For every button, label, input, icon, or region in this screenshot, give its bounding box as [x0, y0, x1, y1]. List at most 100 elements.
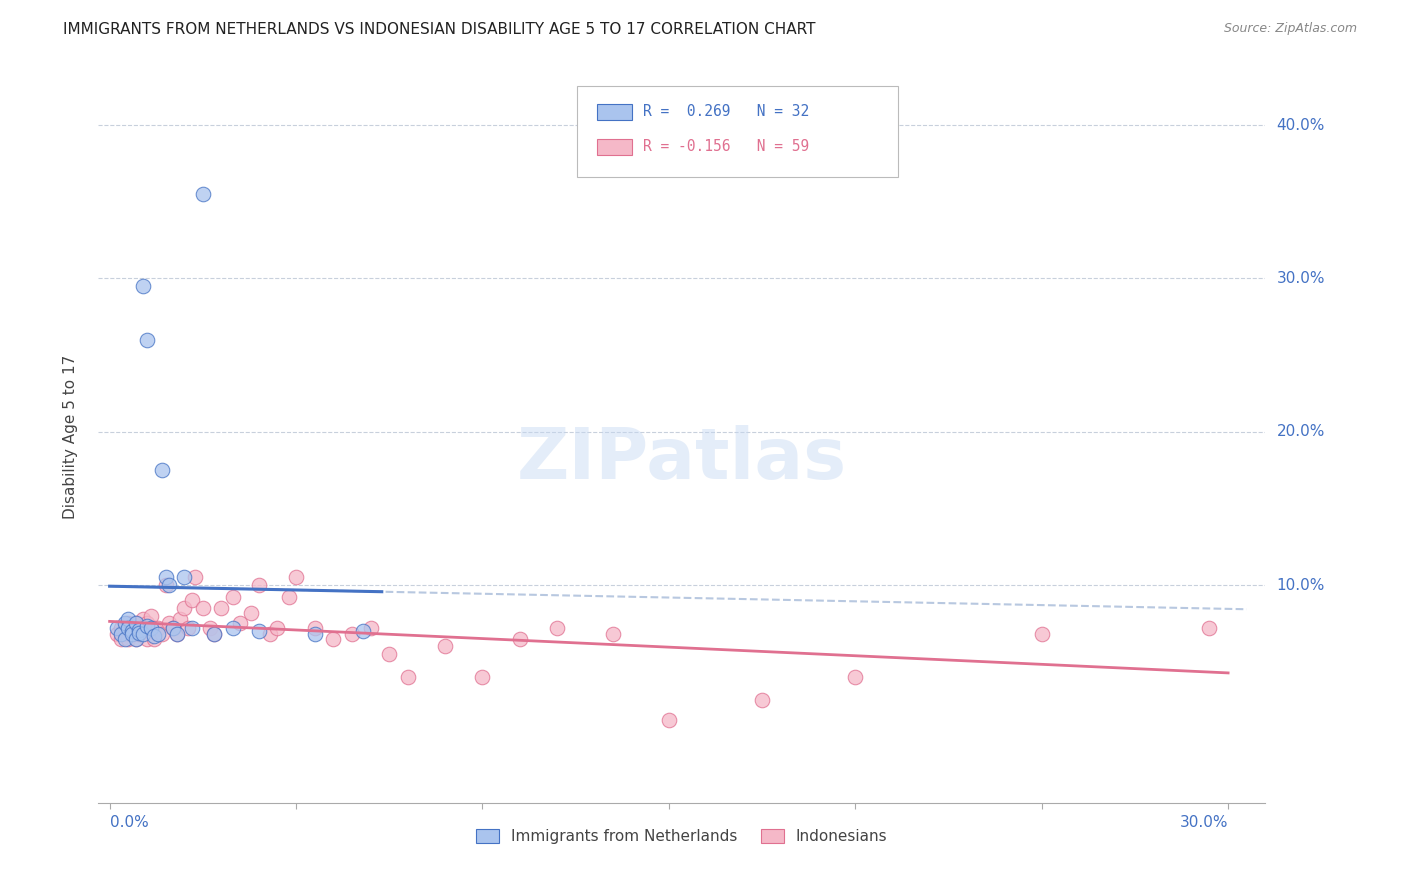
Y-axis label: Disability Age 5 to 17: Disability Age 5 to 17: [63, 355, 77, 519]
Point: [266, 621, 288, 635]
Point: [157, 616, 180, 631]
Text: 40.0%: 40.0%: [1277, 118, 1324, 133]
Point: [191, 187, 214, 202]
Point: [304, 627, 326, 641]
Point: [285, 570, 308, 584]
Point: [1198, 621, 1220, 635]
Point: [221, 591, 243, 605]
Point: [132, 621, 155, 635]
Point: [360, 621, 382, 635]
Point: [146, 627, 169, 641]
Point: [173, 601, 195, 615]
Point: [125, 616, 148, 631]
Point: [121, 621, 143, 635]
Point: [110, 632, 132, 646]
Point: [180, 621, 202, 635]
Point: [322, 632, 344, 646]
Point: [184, 570, 207, 584]
Legend: Immigrants from Netherlands, Indonesians: Immigrants from Netherlands, Indonesians: [470, 822, 894, 850]
Point: [471, 670, 494, 684]
Point: [114, 621, 136, 635]
Point: [202, 627, 225, 641]
Point: [155, 570, 177, 584]
Point: [125, 632, 148, 646]
Text: Source: ZipAtlas.com: Source: ZipAtlas.com: [1223, 22, 1357, 36]
Point: [139, 608, 162, 623]
Point: [117, 616, 139, 631]
Point: [157, 578, 180, 592]
Point: [546, 621, 568, 635]
Point: [121, 624, 143, 638]
Point: [340, 627, 363, 641]
Point: [143, 621, 166, 635]
Point: [128, 623, 150, 637]
Point: [114, 632, 136, 646]
Text: 10.0%: 10.0%: [1277, 577, 1324, 592]
Point: [128, 625, 150, 640]
Point: [117, 612, 139, 626]
Point: [132, 627, 155, 641]
Point: [132, 279, 155, 293]
Point: [110, 627, 132, 641]
Point: [128, 621, 150, 635]
Point: [114, 616, 136, 631]
FancyBboxPatch shape: [596, 138, 631, 154]
Point: [191, 601, 214, 615]
Point: [132, 612, 155, 626]
Text: 0.0%: 0.0%: [110, 815, 149, 830]
Point: [200, 621, 222, 635]
Point: [162, 621, 184, 635]
Text: 20.0%: 20.0%: [1277, 425, 1324, 439]
Point: [125, 616, 148, 631]
Point: [150, 463, 173, 477]
Point: [135, 632, 157, 646]
Point: [150, 627, 173, 641]
Text: IMMIGRANTS FROM NETHERLANDS VS INDONESIAN DISABILITY AGE 5 TO 17 CORRELATION CHA: IMMIGRANTS FROM NETHERLANDS VS INDONESIA…: [63, 22, 815, 37]
Point: [125, 632, 148, 646]
Point: [117, 621, 139, 635]
Point: [180, 593, 202, 607]
Point: [247, 624, 270, 638]
Point: [434, 640, 457, 654]
Point: [135, 619, 157, 633]
Text: ZIPatlas: ZIPatlas: [517, 425, 846, 493]
Point: [114, 627, 136, 641]
Point: [751, 693, 773, 707]
Point: [128, 627, 150, 641]
Point: [143, 632, 166, 646]
Point: [396, 670, 419, 684]
Point: [247, 578, 270, 592]
Text: R = -0.156   N = 59: R = -0.156 N = 59: [644, 139, 810, 154]
Point: [658, 713, 681, 727]
Point: [169, 612, 191, 626]
FancyBboxPatch shape: [576, 86, 898, 178]
Point: [304, 621, 326, 635]
Point: [110, 621, 132, 635]
Point: [211, 601, 233, 615]
Point: [277, 591, 299, 605]
Point: [155, 578, 177, 592]
Point: [162, 621, 184, 635]
Point: [121, 627, 143, 641]
Point: [509, 632, 531, 646]
Text: 30.0%: 30.0%: [1180, 815, 1227, 830]
Text: R =  0.269   N = 32: R = 0.269 N = 32: [644, 104, 810, 120]
Point: [135, 333, 157, 347]
Point: [173, 570, 195, 584]
Point: [166, 627, 188, 641]
Point: [378, 647, 401, 661]
Point: [166, 627, 188, 641]
Point: [121, 627, 143, 641]
Point: [229, 616, 252, 631]
Point: [1031, 627, 1053, 641]
Point: [117, 632, 139, 646]
Point: [105, 621, 128, 635]
Point: [139, 621, 162, 635]
Point: [602, 627, 624, 641]
Point: [352, 624, 374, 638]
Point: [177, 621, 200, 635]
Point: [240, 606, 263, 620]
Point: [105, 627, 128, 641]
FancyBboxPatch shape: [596, 103, 631, 120]
Point: [844, 670, 866, 684]
